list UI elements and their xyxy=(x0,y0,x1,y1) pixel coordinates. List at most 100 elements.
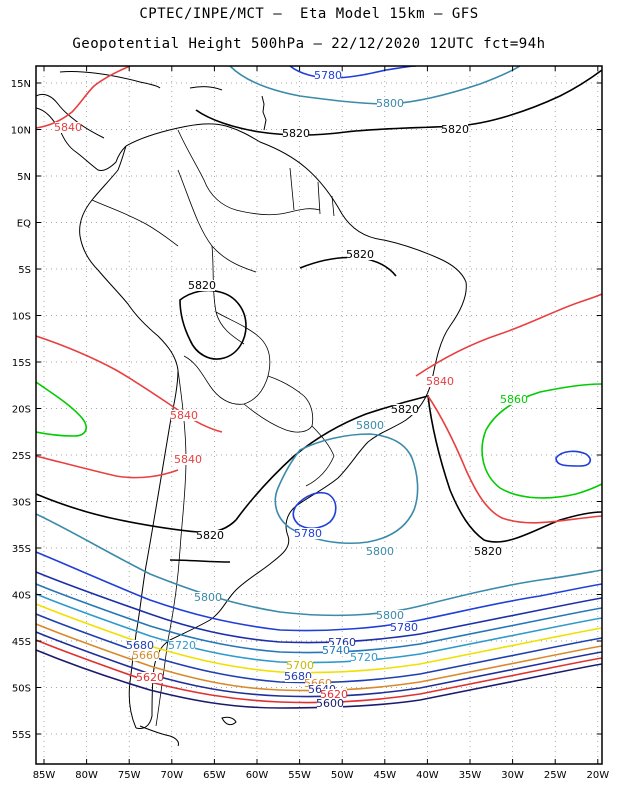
tierra-del-fuego xyxy=(139,725,179,747)
contour-label: 5620 xyxy=(136,671,164,684)
south-america-coast xyxy=(125,123,467,729)
contour-label: 5800 xyxy=(194,591,222,604)
border-ecuador-peru xyxy=(91,199,179,247)
border-uruguay xyxy=(305,455,335,487)
contour-label: 5800 xyxy=(366,545,394,558)
coastline xyxy=(36,71,467,747)
contour-label-bg xyxy=(377,98,403,109)
contour-label-bg xyxy=(329,637,355,648)
lat-label: 55S xyxy=(12,730,31,741)
contour-5860-east xyxy=(481,383,602,499)
contour-label: 5840 xyxy=(170,409,198,422)
axis-ticks xyxy=(36,66,602,764)
contour-label: 5740 xyxy=(322,644,350,657)
contour-label: 5800 xyxy=(356,419,384,432)
contour-5820-north xyxy=(195,69,602,136)
map-title-line1: CPTEC/INPE/MCT – Eta Model 15km – GFS xyxy=(139,6,479,22)
lat-label: 30S xyxy=(12,498,31,509)
lat-label: 45S xyxy=(12,637,31,648)
lon-label: 75W xyxy=(118,770,141,781)
border-argentina-brazil xyxy=(311,425,335,457)
contour-5820-amazon xyxy=(179,289,247,360)
contour-label: 5820 xyxy=(346,248,374,261)
contour-label-bg xyxy=(55,122,81,133)
contour-label-bg xyxy=(295,528,321,539)
contour-5700-south xyxy=(36,603,602,674)
contour-label: 5780 xyxy=(390,621,418,634)
border-peru-brazil xyxy=(211,245,245,345)
lon-label: 80W xyxy=(75,770,98,781)
contour-label-bg xyxy=(175,454,201,465)
contour-label: 5680 xyxy=(126,639,154,652)
contour-5760-south xyxy=(36,571,602,644)
border-guianas xyxy=(289,167,335,217)
contour-5800-south xyxy=(36,513,602,617)
contour-label-bg xyxy=(321,689,347,700)
country-borders xyxy=(91,129,335,727)
contour-label: 5820 xyxy=(391,403,419,416)
contour-label-bg xyxy=(171,410,197,421)
lat-label: EQ xyxy=(17,219,31,230)
contour-label-bg xyxy=(169,640,195,651)
contour-label-bg xyxy=(127,640,153,651)
map-title-line2: Geopotential Height 500hPa – 22/12/2020 … xyxy=(72,36,546,52)
cuba-island xyxy=(59,71,161,89)
lon-label: 65W xyxy=(203,770,226,781)
contour-label: 5720 xyxy=(350,651,378,664)
lon-label: 70W xyxy=(160,770,183,781)
border-paraguay-argentina xyxy=(243,403,313,433)
lon-label: 25W xyxy=(544,770,567,781)
contour-label-bg xyxy=(351,652,377,663)
contour-5860-west xyxy=(36,381,87,437)
contour-label-bg xyxy=(323,645,349,656)
contour-label: 5820 xyxy=(282,127,310,140)
lat-label: 5N xyxy=(17,172,31,183)
lesser-antilles xyxy=(261,95,267,131)
lon-label: 40W xyxy=(416,770,439,781)
contour-label-bg xyxy=(197,530,223,541)
contour-label: 5840 xyxy=(54,121,82,134)
lat-label: 15N xyxy=(11,79,31,90)
contour-label-bg xyxy=(475,546,501,557)
border-colombia-venezuela xyxy=(177,129,237,211)
falkland-islands xyxy=(221,716,237,726)
contour-label: 5840 xyxy=(426,375,454,388)
lat-label: 15S xyxy=(12,358,31,369)
contour-label-bg xyxy=(442,124,468,135)
contour-label-bg xyxy=(392,404,418,415)
lon-label: 55W xyxy=(288,770,311,781)
contour-label-bg xyxy=(427,376,453,387)
contour-label: 5660 xyxy=(132,649,160,662)
border-brazil-paraguay xyxy=(267,375,314,427)
map-frame xyxy=(35,65,603,765)
contour-label-bg xyxy=(377,610,403,621)
contour-5820-central xyxy=(235,395,602,543)
lon-label: 20W xyxy=(586,770,609,781)
contour-label: 5820 xyxy=(188,279,216,292)
lat-label: 35S xyxy=(12,544,31,555)
contour-label-bg xyxy=(317,698,343,709)
contour-label-bg xyxy=(137,672,163,683)
contour-5820-south-west xyxy=(36,493,237,534)
lat-label: 40S xyxy=(12,591,31,602)
lat-label: 50S xyxy=(12,684,31,695)
contour-label: 5820 xyxy=(441,123,469,136)
lat-label: 10N xyxy=(11,126,31,137)
contour-label: 5620 xyxy=(320,688,348,701)
contour-5720-south xyxy=(36,593,602,664)
contour-label-bg xyxy=(189,280,215,291)
central-america-coast xyxy=(36,107,127,171)
contour-label: 5820 xyxy=(474,545,502,558)
contour-5840-lower-west xyxy=(36,455,179,479)
lat-lon-grid xyxy=(36,66,602,764)
lon-label: 85W xyxy=(33,770,56,781)
contour-label: 5800 xyxy=(376,609,404,622)
contour-label-bg xyxy=(315,70,341,81)
border-venezuela-brazil xyxy=(235,208,321,216)
contour-label-bg xyxy=(287,660,313,671)
contour-5840-west xyxy=(36,335,223,433)
contour-label: 5600 xyxy=(316,697,344,710)
lat-label: 25S xyxy=(12,451,31,462)
lon-label: 30W xyxy=(501,770,524,781)
